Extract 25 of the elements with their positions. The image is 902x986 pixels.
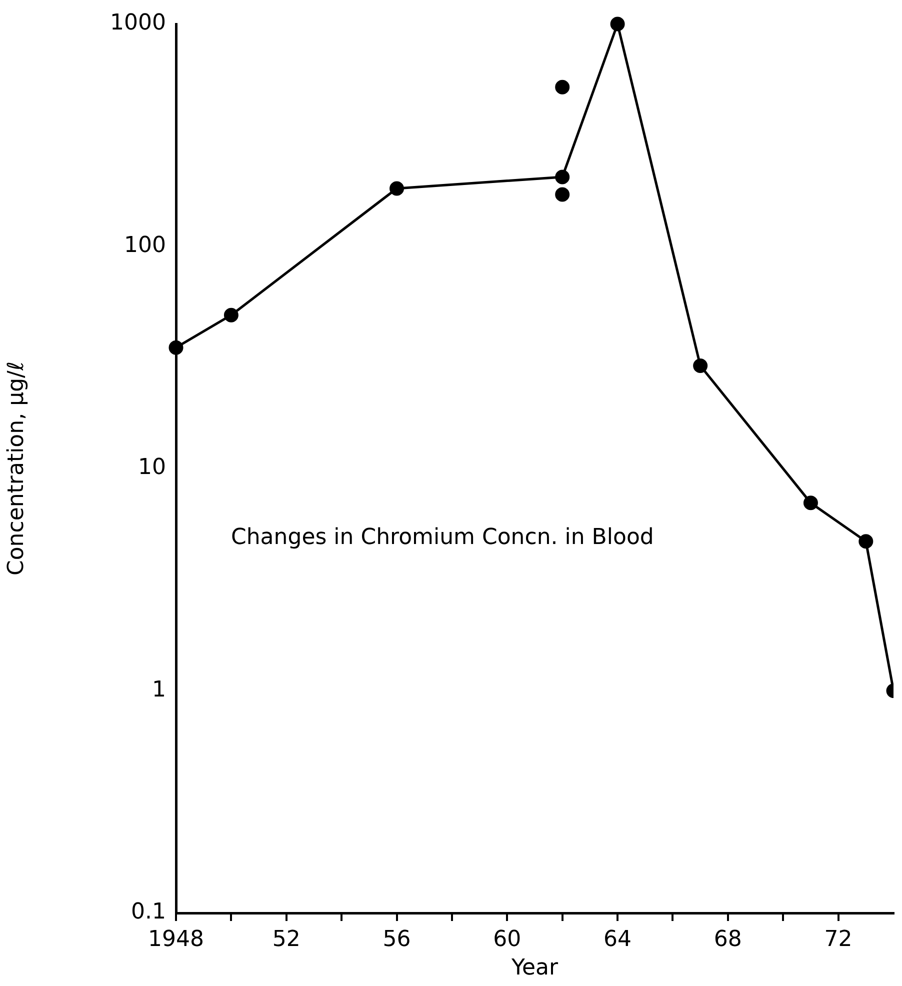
point [555, 80, 570, 94]
y-tick-label: 10 [138, 455, 166, 480]
x-tick-label: 1948 [148, 926, 204, 952]
x-tick-label: 72 [824, 926, 852, 952]
point [168, 340, 184, 355]
point [610, 16, 625, 32]
point [803, 496, 818, 510]
point [555, 170, 570, 184]
point [555, 187, 570, 202]
annotation: Changes in Chromium Concn. in Blood [231, 525, 654, 550]
point [858, 534, 874, 549]
y-tick-label: 1000 [110, 10, 166, 36]
x-tick-label: 56 [382, 926, 411, 952]
point [224, 308, 238, 322]
x-tick-label: 60 [493, 926, 522, 952]
y-tick-label: 1 [152, 677, 166, 702]
x-axis-title: Year [510, 956, 559, 981]
y-tick-label: 0.1 [131, 900, 166, 925]
point [693, 358, 708, 373]
x-tick-label: 68 [714, 926, 742, 952]
y-axis-title: Concentration, μg/ℓ [4, 361, 29, 576]
point [390, 181, 404, 196]
y-tick-label: 100 [124, 232, 166, 258]
x-tick-label: 52 [272, 926, 300, 952]
x-tick-label: 64 [604, 926, 632, 952]
